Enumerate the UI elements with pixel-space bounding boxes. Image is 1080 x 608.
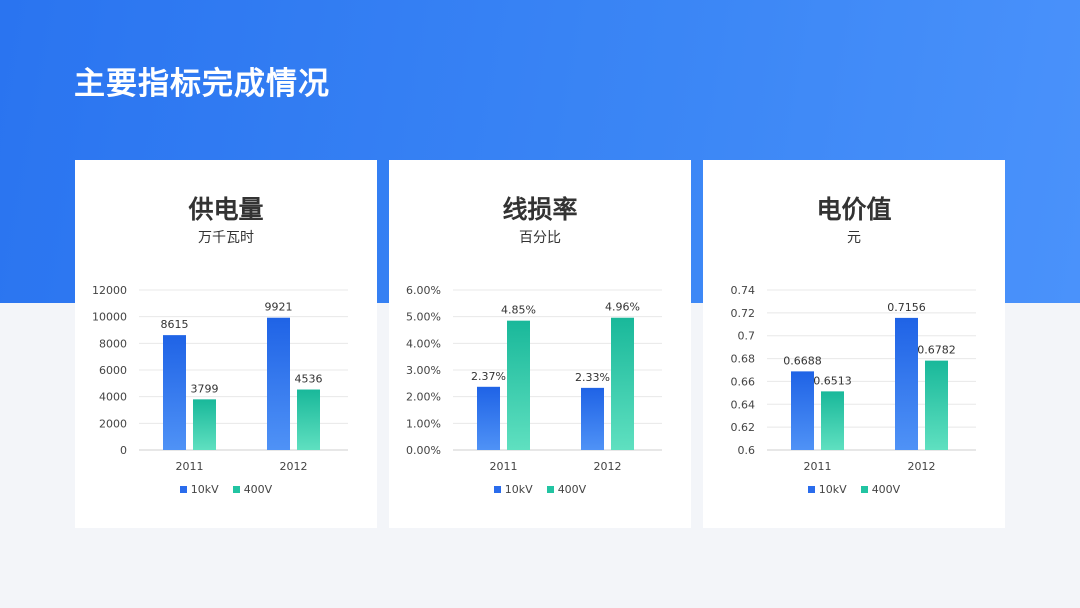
page-title: 主要指标完成情况 xyxy=(74,66,330,102)
y-tick-label: 0.74 xyxy=(731,284,756,297)
bar-400v-2011 xyxy=(507,320,530,450)
y-tick-label: 0.00% xyxy=(406,444,441,457)
bar-10kv-2012 xyxy=(895,317,918,450)
legend-item-10kv: 10kV xyxy=(179,483,219,496)
y-tick-label: 4.00% xyxy=(406,337,441,350)
data-label: 0.6513 xyxy=(813,374,852,387)
data-label: 0.6688 xyxy=(783,354,822,367)
legend-label: 400V xyxy=(243,483,273,496)
data-label: 2.33% xyxy=(575,371,610,384)
bar-400v-2012 xyxy=(925,360,948,450)
y-tick-label: 0.62 xyxy=(731,421,756,434)
card-unit: 万千瓦时 xyxy=(198,230,254,246)
y-tick-label: 0.7 xyxy=(738,330,756,343)
data-label: 0.6782 xyxy=(917,344,956,357)
bar-10kv-2011 xyxy=(477,386,500,450)
chart-card-supply: 供电量 万千瓦时 0 2000 4000 6000 8000 10000 12000 2011… xyxy=(75,160,377,528)
card-title: 供电量 xyxy=(188,195,264,224)
x-tick-label: 2011 xyxy=(490,460,518,473)
data-label: 2.37% xyxy=(471,370,506,383)
legend-swatch-10kv xyxy=(179,486,187,493)
data-label: 3799 xyxy=(191,382,219,395)
y-tick-label: 8000 xyxy=(99,337,127,350)
y-tick-label: 2.00% xyxy=(406,391,441,404)
y-tick-label: 6000 xyxy=(99,364,127,377)
card-title: 电价值 xyxy=(816,195,892,224)
data-label: 4536 xyxy=(295,373,323,386)
bar-chart-line-loss: 0.00% 1.00% 2.00% 3.00% 4.00% 5.00% 6.00% 2011 2… xyxy=(406,284,662,473)
y-tick-label: 0.68 xyxy=(731,353,756,366)
y-tick-label: 12000 xyxy=(92,284,127,297)
legend-label: 10kV xyxy=(504,483,533,496)
card-unit: 百分比 xyxy=(519,230,561,246)
y-tick-label: 4000 xyxy=(99,391,127,404)
bar-400v-2012 xyxy=(611,317,634,450)
bar-400v-2012 xyxy=(297,389,320,450)
bar-10kv-2011 xyxy=(791,371,814,450)
legend-swatch-10kv xyxy=(807,486,815,493)
bar-chart-supply: 0 2000 4000 6000 8000 10000 12000 2011 2012 8615 9… xyxy=(92,284,348,473)
y-tick-label: 0.72 xyxy=(731,307,756,320)
bar-10kv-2012 xyxy=(267,317,290,450)
legend-swatch-400v xyxy=(860,486,868,493)
legend-label: 10kV xyxy=(818,483,847,496)
legend-item-10kv: 10kV xyxy=(493,483,533,496)
card-title: 线损率 xyxy=(502,195,578,224)
legend-item-10kv: 10kV xyxy=(807,483,847,496)
x-tick-label: 2011 xyxy=(176,460,204,473)
data-label: 8615 xyxy=(161,318,189,331)
legend-swatch-400v xyxy=(546,486,554,493)
bar-400v-2011 xyxy=(193,399,216,450)
x-tick-label: 2012 xyxy=(908,460,936,473)
y-tick-label: 10000 xyxy=(92,311,127,324)
legend-label: 10kV xyxy=(190,483,219,496)
y-tick-label: 5.00% xyxy=(406,311,441,324)
y-tick-label: 3.00% xyxy=(406,364,441,377)
legend-label: 400V xyxy=(557,483,587,496)
y-tick-label: 0.64 xyxy=(731,398,756,411)
legend-label: 400V xyxy=(871,483,901,496)
card-unit: 元 xyxy=(847,230,861,246)
x-tick-label: 2011 xyxy=(804,460,832,473)
x-tick-label: 2012 xyxy=(594,460,622,473)
y-tick-label: 0.66 xyxy=(731,375,756,388)
chart-legend: 10kV 400V xyxy=(75,483,377,496)
bar-10kv-2012 xyxy=(581,387,604,450)
data-label: 4.96% xyxy=(605,301,640,314)
legend-swatch-10kv xyxy=(493,486,501,493)
y-tick-label: 1.00% xyxy=(406,417,441,430)
legend-swatch-400v xyxy=(232,486,240,493)
chart-card-line-loss: 线损率 百分比 0.00% 1.00% 2.00% 3.00% 4.00% 5.00% 6.… xyxy=(389,160,691,528)
x-tick-label: 2012 xyxy=(280,460,308,473)
y-tick-label: 6.00% xyxy=(406,284,441,297)
chart-legend: 10kV 400V xyxy=(389,483,691,496)
bar-10kv-2011 xyxy=(163,335,186,450)
y-tick-label: 2000 xyxy=(99,417,127,430)
legend-item-400v: 400V xyxy=(860,483,901,496)
y-tick-label: 0.6 xyxy=(738,444,756,457)
y-tick-label: 0 xyxy=(120,444,127,457)
bar-400v-2011 xyxy=(821,391,844,450)
chart-legend: 10kV 400V xyxy=(703,483,1005,496)
data-label: 4.85% xyxy=(501,304,536,317)
legend-item-400v: 400V xyxy=(232,483,273,496)
chart-card-price: 电价值 元 0.6 0.62 0.64 0.66 0.68 0.7 0.72 0.74 2011… xyxy=(703,160,1005,528)
data-label: 0.7156 xyxy=(887,301,926,314)
legend-item-400v: 400V xyxy=(546,483,587,496)
data-label: 9921 xyxy=(265,301,293,314)
bar-chart-price: 0.6 0.62 0.64 0.66 0.68 0.7 0.72 0.74 2011 2012 0.… xyxy=(731,284,976,473)
